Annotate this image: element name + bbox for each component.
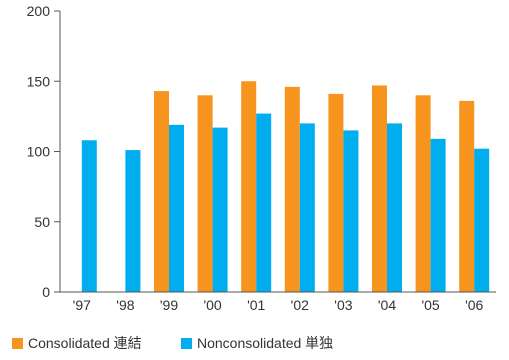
bar-consolidated	[284, 86, 300, 293]
x-tick-label: '99	[160, 297, 178, 313]
x-tick-label: '04	[378, 297, 396, 313]
x-tick-label: '01	[247, 297, 265, 313]
x-tick-label: '02	[291, 297, 309, 313]
legend-swatch-consolidated	[12, 337, 23, 349]
x-tick-label: '05	[421, 297, 439, 313]
bar-nonconsolidated	[81, 140, 97, 292]
y-axis-ticks: 0 50 100 150 200	[27, 3, 60, 300]
y-tick-label: 100	[27, 144, 51, 160]
legend-item-nonconsolidated: Nonconsolidated 単独	[181, 333, 333, 353]
x-tick-label: '98	[116, 297, 134, 313]
bars-group	[81, 81, 490, 293]
y-tick-label: 0	[42, 284, 50, 300]
x-tick-label: '97	[73, 297, 91, 313]
bar-consolidated	[372, 85, 387, 292]
x-tick-label: '00	[203, 297, 221, 313]
bar-chart: 0 50 100 150 200 '97 '98 '99 '00 '01 '02 '03 '04 '05…	[27, 3, 496, 313]
bar-consolidated	[154, 91, 169, 293]
bar-consolidated	[459, 100, 475, 292]
bar-nonconsolidated	[169, 124, 184, 293]
legend-label-consolidated: Consolidated 連結	[28, 335, 142, 351]
x-tick-label: '03	[334, 297, 352, 313]
bar-nonconsolidated	[212, 127, 228, 293]
bar-nonconsolidated	[125, 150, 141, 292]
bar-nonconsolidated	[387, 123, 402, 293]
bar-nonconsolidated	[430, 138, 446, 292]
x-tick-label: '06	[465, 297, 483, 313]
bar-consolidated	[241, 81, 257, 292]
y-tick-label: 200	[27, 3, 51, 19]
bar-nonconsolidated	[256, 113, 272, 292]
bar-consolidated	[415, 95, 431, 292]
y-tick-label: 150	[27, 73, 51, 89]
legend-item-consolidated: Consolidated 連結	[12, 333, 142, 353]
x-axis-ticks: '97 '98 '99 '00 '01 '02 '03 '04 '05 '06	[73, 297, 484, 313]
bar-nonconsolidated	[299, 123, 315, 293]
y-tick-label: 50	[34, 214, 50, 230]
legend: Consolidated 連結 Nonconsolidated 単独	[0, 333, 509, 353]
bar-nonconsolidated	[474, 148, 490, 292]
legend-swatch-nonconsolidated	[181, 337, 192, 349]
bar-consolidated	[328, 93, 344, 293]
legend-label-nonconsolidated: Nonconsolidated 単独	[197, 335, 334, 351]
bar-consolidated	[197, 95, 213, 292]
bar-nonconsolidated	[343, 130, 359, 292]
